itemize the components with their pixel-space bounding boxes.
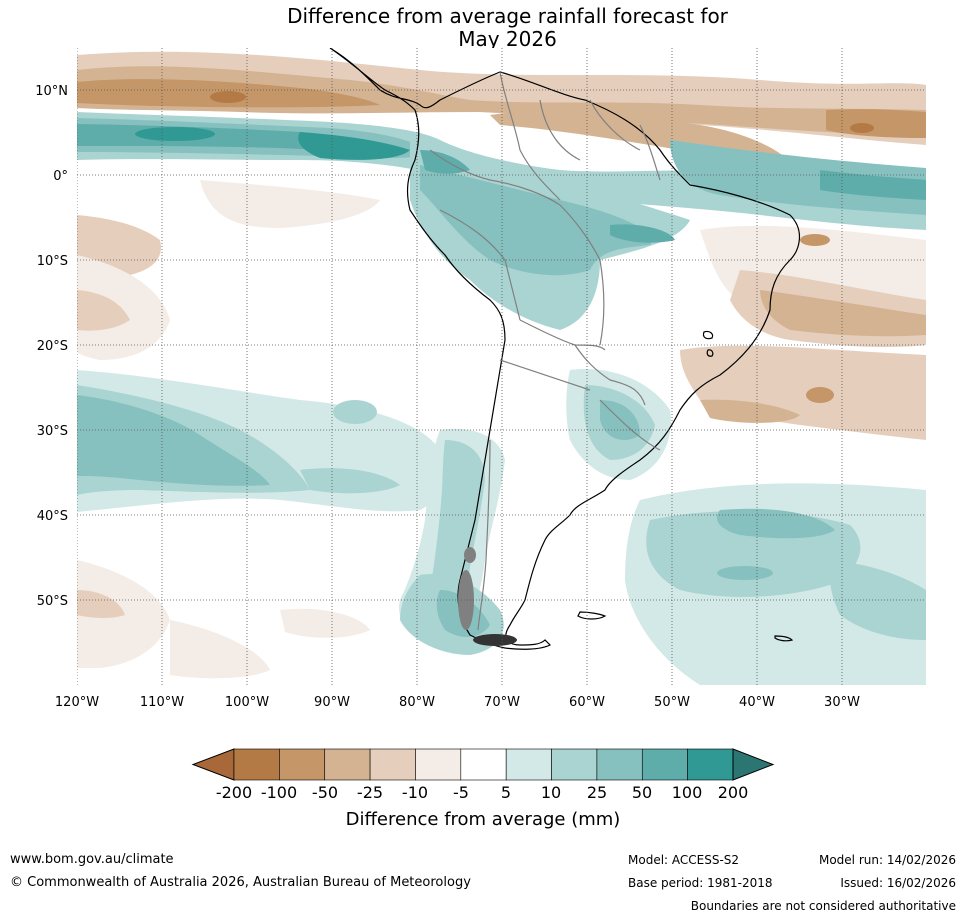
legend-colour-box: [415, 748, 462, 781]
map-title-period: May 2026: [458, 27, 557, 51]
lon-label-100w: 100°W: [225, 695, 269, 710]
legend-colour-box: [596, 748, 643, 781]
legend-arrow-right: [732, 748, 775, 781]
lon-label-110w: 110°W: [140, 695, 184, 710]
lon-label-70w: 70°W: [484, 695, 520, 710]
legend-colour-box: [233, 748, 280, 781]
legend-tick-label: -200: [216, 783, 252, 802]
legend-tick-label: 200: [718, 783, 749, 802]
legend-title: Difference from average (mm): [346, 809, 621, 830]
legend-colour-box: [687, 748, 734, 781]
legend-colour-box: [369, 748, 416, 781]
lon-label-50w: 50°W: [654, 695, 690, 710]
legend-colour-box: [279, 748, 326, 781]
model-run-date: Model run: 14/02/2026: [818, 853, 956, 867]
issued-date: Issued: 16/02/2026: [840, 876, 956, 890]
model-name: Model: ACCESS-S2: [628, 853, 740, 867]
legend-tick-label: 100: [672, 783, 703, 802]
website-link[interactable]: www.bom.gov.au/climate: [10, 852, 174, 867]
rainfall-anomaly-field: [77, 48, 926, 685]
legend-tick-label: -50: [312, 783, 338, 802]
boundaries-disclaimer: Boundaries are not considered authoritat…: [690, 899, 956, 913]
lon-label-30w: 30°W: [824, 695, 860, 710]
lon-label-90w: 90°W: [314, 695, 350, 710]
tierra-del-fuego-islands: [458, 547, 517, 646]
legend-colour-box: [460, 748, 507, 781]
copyright-notice: © Commonwealth of Australia 2026, Austra…: [10, 875, 471, 890]
legend-arrow-left: [191, 748, 235, 781]
legend-tick-label: -100: [261, 783, 297, 802]
base-period: Base period: 1981-2018: [628, 876, 773, 890]
legend-tick-label: -5: [453, 783, 469, 802]
colour-legend: -200 -100 -50 -25 -10 -5 5 10 25 50 100 …: [191, 748, 775, 830]
graticule: [77, 48, 926, 685]
legend-tick-label: 25: [587, 783, 607, 802]
lat-label-10n: 10°N: [35, 84, 68, 99]
legend-tick-label: 50: [632, 783, 652, 802]
legend-tick-label: -10: [402, 783, 428, 802]
legend-colour-box: [641, 748, 688, 781]
lat-label-0: 0°: [53, 169, 68, 184]
legend-colour-box: [505, 748, 552, 781]
lon-label-120w: 120°W: [55, 695, 99, 710]
lat-label-20s: 20°S: [37, 339, 68, 354]
longitude-labels: 120°W 110°W 100°W 90°W 80°W 70°W 60°W 50…: [55, 695, 860, 710]
legend-colour-box: [324, 748, 371, 781]
lat-label-40s: 40°S: [37, 509, 68, 524]
lon-label-60w: 60°W: [569, 695, 605, 710]
latitude-labels: 10°N 0° 10°S 20°S 30°S 40°S 50°S: [35, 84, 68, 609]
legend-tick-label: 5: [501, 783, 511, 802]
lon-label-80w: 80°W: [399, 695, 435, 710]
legend-tick-label: 10: [541, 783, 561, 802]
map-title: Difference from average rainfall forecas…: [287, 4, 728, 28]
lat-label-10s: 10°S: [37, 254, 68, 269]
legend-tick-label: -25: [357, 783, 383, 802]
lat-label-50s: 50°S: [37, 594, 68, 609]
lon-label-40w: 40°W: [739, 695, 775, 710]
lat-label-30s: 30°S: [37, 424, 68, 439]
legend-colour-box: [551, 748, 598, 781]
coastline: [329, 48, 800, 650]
country-borders: [429, 71, 661, 631]
